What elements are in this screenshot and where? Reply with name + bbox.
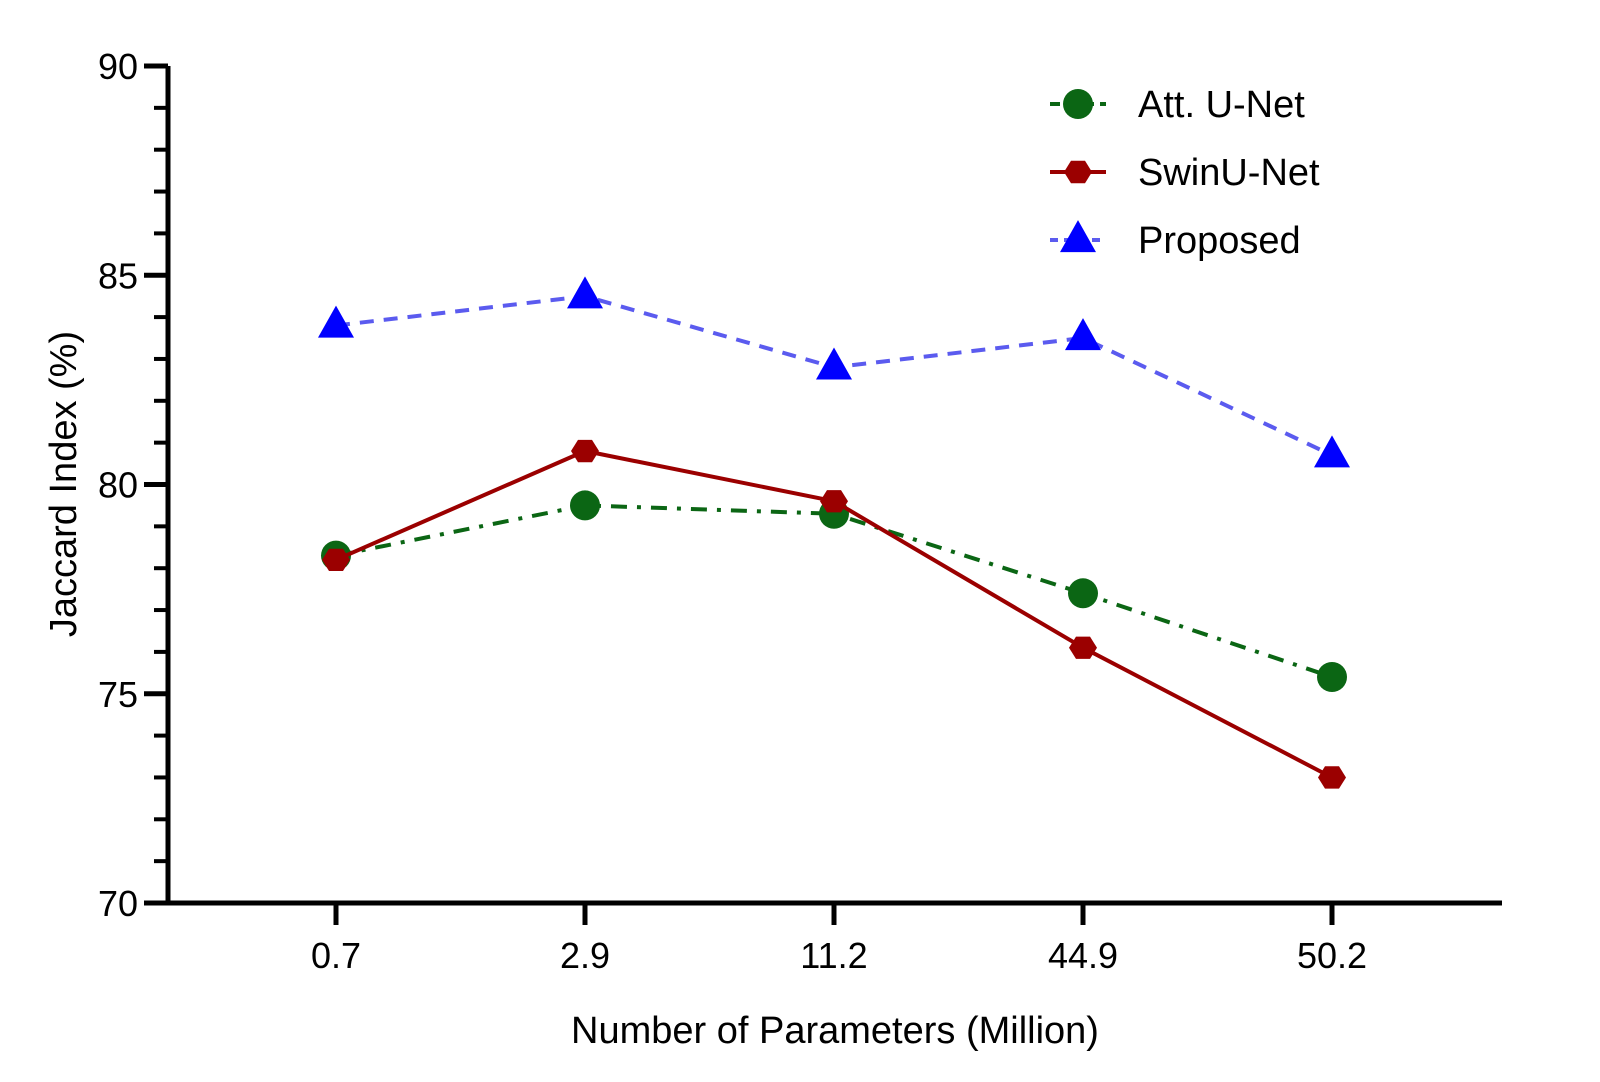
data-point-proposed — [1314, 435, 1350, 468]
legend-label-att-u-net: Att. U-Net — [1138, 84, 1305, 126]
data-point-att-u-net — [1317, 662, 1347, 693]
data-point-att-u-net — [1068, 578, 1098, 609]
series-swinu-net — [322, 439, 1346, 789]
data-point-proposed — [318, 305, 354, 338]
x-tick-label: 2.9 — [560, 935, 610, 976]
y-tick-label: 70 — [98, 883, 138, 924]
series-layer — [318, 276, 1350, 789]
y-tick-label: 85 — [98, 255, 138, 296]
y-axis-title: Jaccard Index (%) — [43, 331, 85, 637]
data-point-proposed — [567, 276, 603, 309]
legend-label-proposed: Proposed — [1138, 220, 1301, 262]
data-point-swinu-net — [1318, 766, 1346, 789]
data-point-swinu-net — [571, 439, 599, 463]
legend: Att. U-Net SwinU-Net Proposed — [1050, 84, 1320, 262]
axes: 70 75 80 85 90 0.7 2.9 11.2 44.9 50.2 — [98, 46, 1502, 976]
data-point-swinu-net — [820, 490, 848, 513]
legend-label-swinu-net: SwinU-Net — [1138, 152, 1320, 194]
x-tick-label: 44.9 — [1048, 935, 1118, 976]
data-point-proposed — [816, 347, 852, 380]
data-point-swinu-net — [322, 548, 350, 571]
legend-marker-swinu-net — [1064, 160, 1092, 184]
data-point-swinu-net — [1069, 636, 1097, 659]
y-ticks: 70 75 80 85 90 — [98, 46, 168, 924]
x-ticks: 0.7 2.9 11.2 44.9 50.2 — [311, 903, 1367, 976]
x-axis-title: Number of Parameters (Million) — [571, 1010, 1099, 1052]
series-line-att-u-net — [335, 503, 1333, 679]
x-tick-label: 50.2 — [1297, 935, 1367, 976]
legend-entry-proposed: Proposed — [1050, 220, 1301, 262]
series-att-u-net — [321, 490, 1347, 693]
legend-marker-proposed — [1060, 220, 1096, 253]
series-proposed — [318, 276, 1350, 468]
x-tick-label: 0.7 — [311, 935, 361, 976]
data-point-proposed — [1065, 318, 1101, 351]
legend-entry-att-u-net: Att. U-Net — [1050, 84, 1305, 126]
y-tick-label: 90 — [98, 46, 138, 87]
y-tick-label: 80 — [98, 465, 138, 506]
legend-entry-swinu-net: SwinU-Net — [1050, 152, 1320, 194]
y-tick-label: 75 — [98, 674, 138, 715]
legend-marker-att-u-net — [1063, 89, 1093, 119]
x-tick-label: 11.2 — [800, 935, 867, 976]
data-point-att-u-net — [570, 490, 600, 521]
